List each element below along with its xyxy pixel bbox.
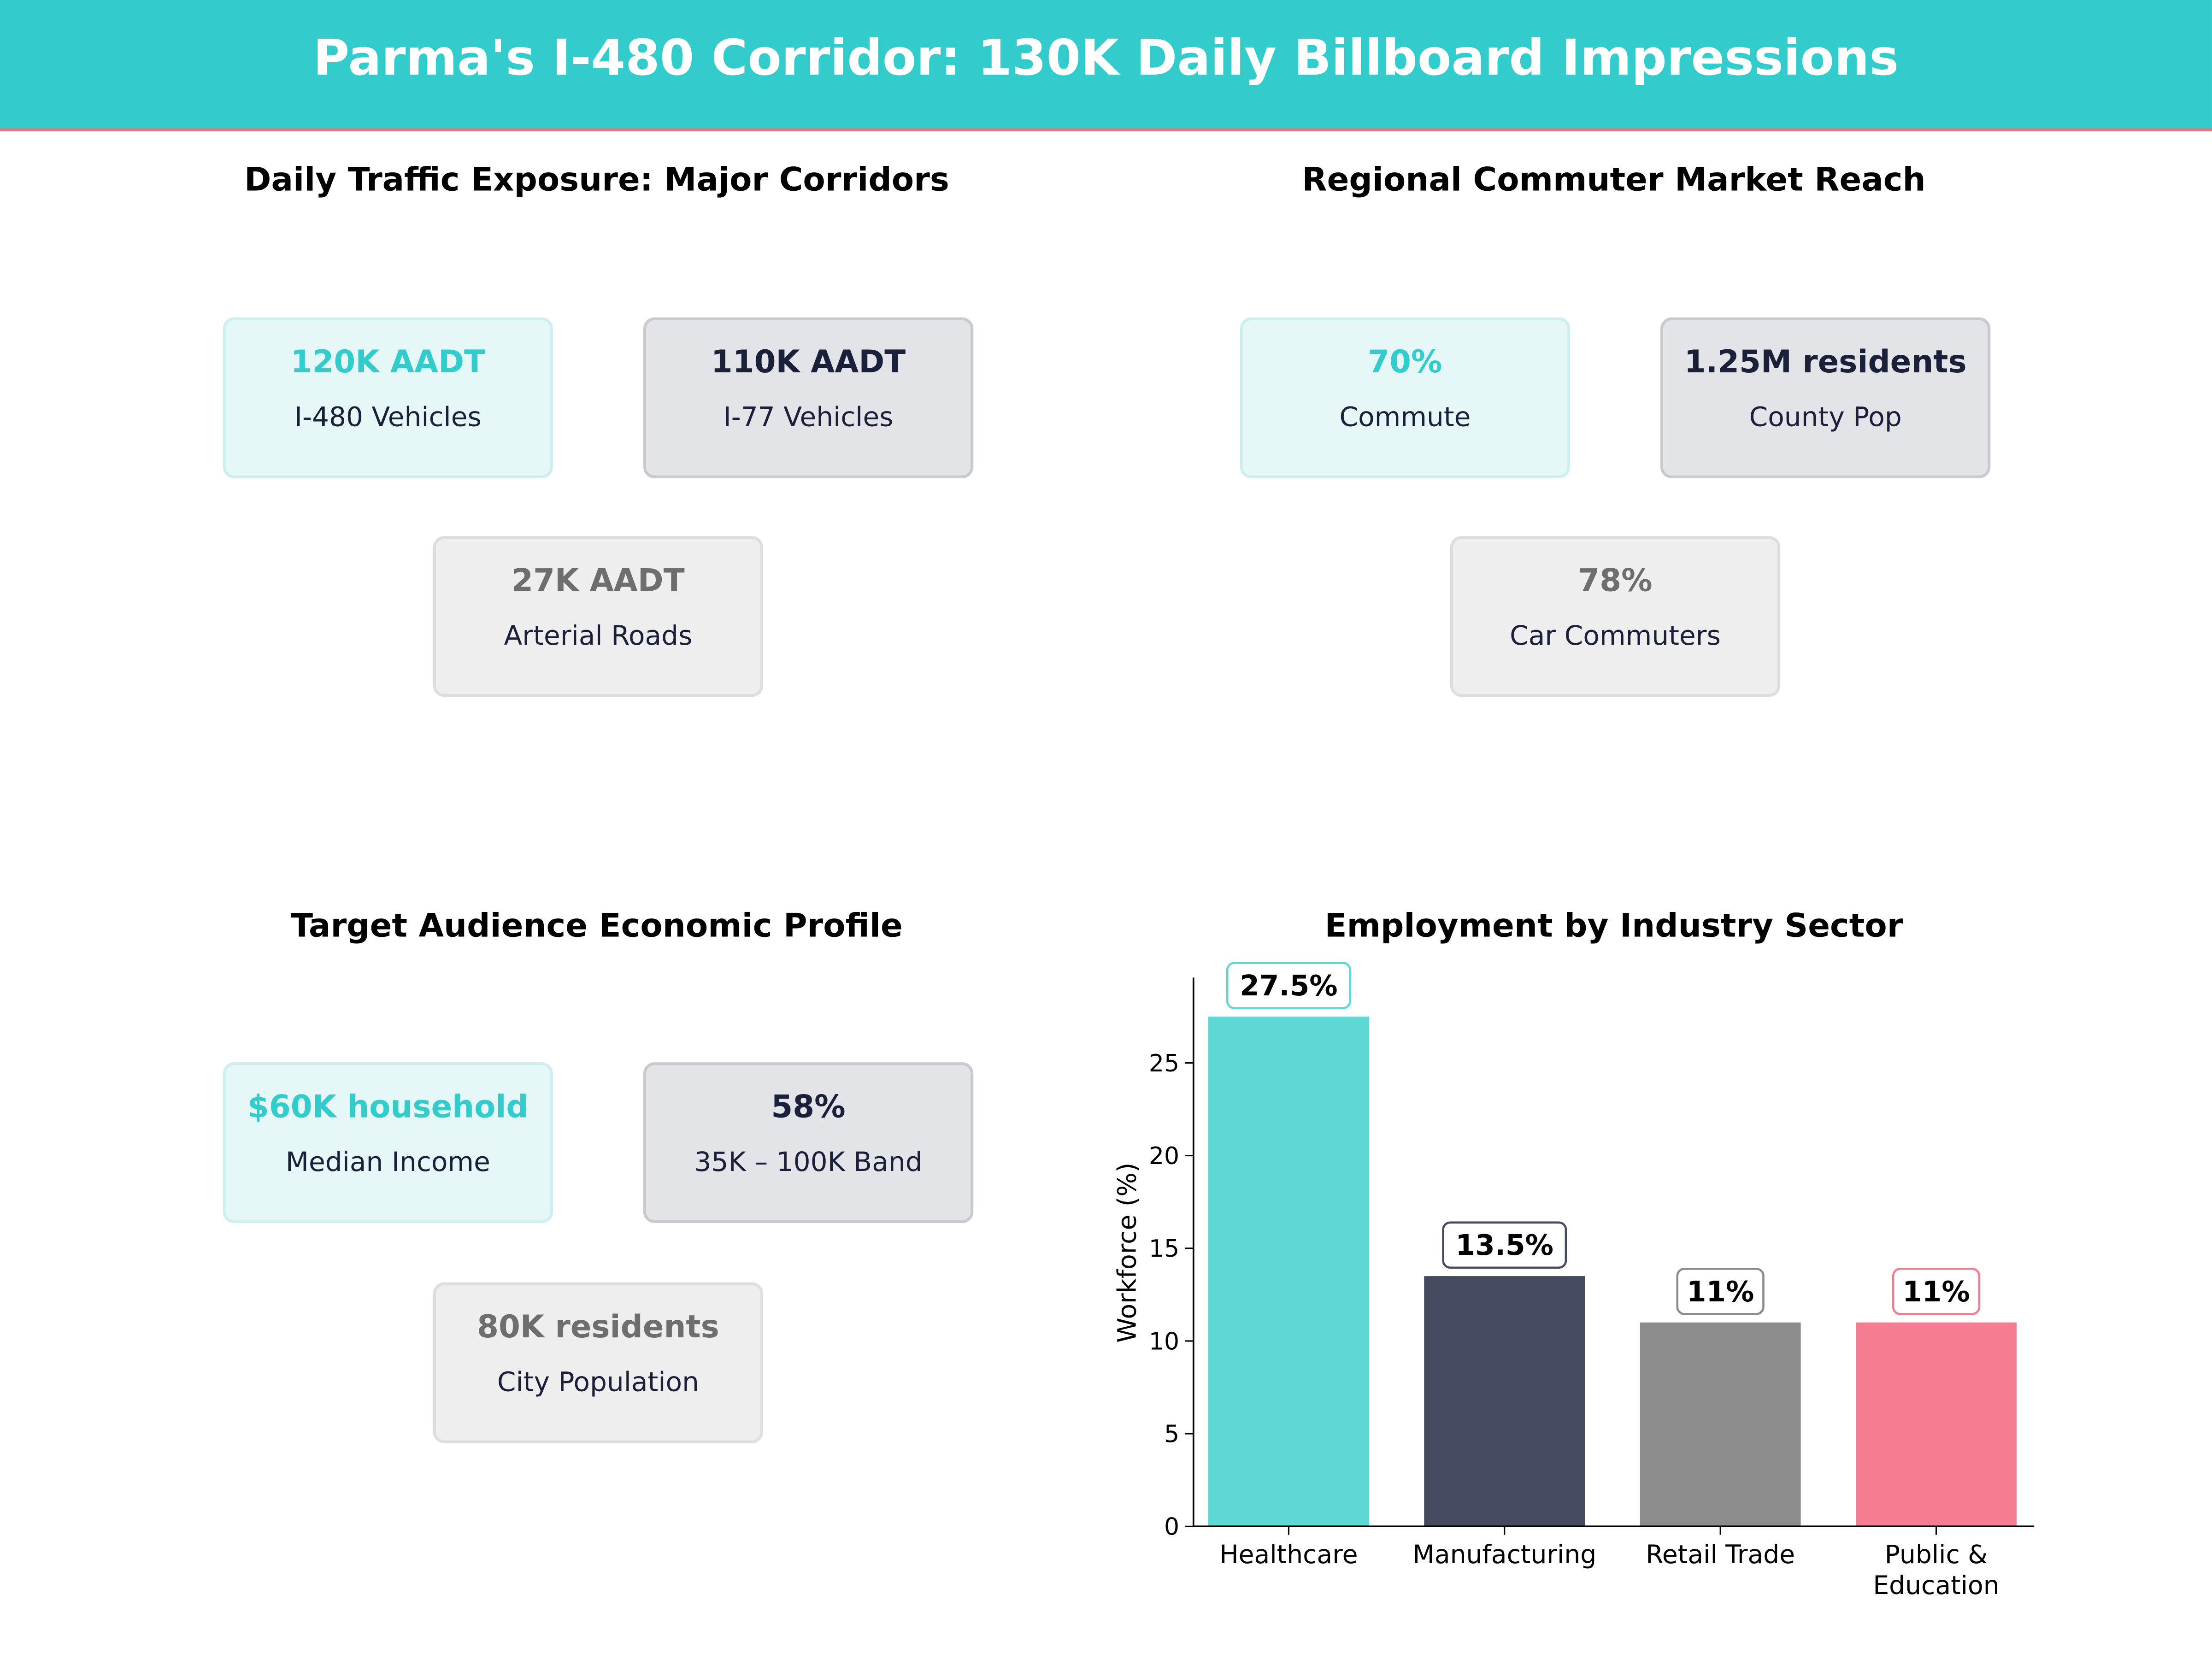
metric-value: 120K AADT	[290, 345, 485, 381]
header-banner: Parma's I-480 Corridor: 130K Daily Billb…	[0, 0, 2212, 131]
metric-value: 58%	[771, 1090, 846, 1126]
x-tick-label: Education	[1873, 1571, 1999, 1600]
metric-label: Car Commuters	[1510, 620, 1721, 652]
y-tick-label: 0	[1164, 1513, 1179, 1541]
x-tick-label: Healthcare	[1219, 1540, 1358, 1569]
metric-label: Arterial Roads	[504, 620, 693, 652]
metric-value: 27K AADT	[512, 564, 685, 600]
bar	[1208, 1016, 1369, 1527]
metric-card: $60K household Median Income	[223, 1062, 553, 1224]
y-tick-label: 5	[1164, 1420, 1179, 1448]
panel-title: Daily Traffic Exposure: Major Corridors	[244, 162, 949, 199]
metric-label: I-480 Vehicles	[294, 402, 482, 433]
metric-label: I-77 Vehicles	[723, 402, 894, 433]
panel-title: Target Audience Economic Profile	[290, 908, 903, 946]
metric-card: 58% 35K – 100K Band	[643, 1062, 974, 1224]
metric-value: 110K AADT	[711, 345, 906, 381]
y-axis-label: Workforce (%)	[1112, 1163, 1141, 1343]
y-tick-label: 10	[1149, 1328, 1179, 1355]
metric-label: County Pop	[1749, 402, 1902, 433]
metric-card: 80K residents City Population	[433, 1282, 764, 1443]
y-tick-label: 20	[1149, 1142, 1179, 1170]
metric-value: 1.25M residents	[1684, 345, 1967, 381]
metric-value: 70%	[1368, 345, 1442, 381]
data-label-box	[1226, 962, 1351, 1009]
x-tick-label: Public &	[1885, 1540, 1988, 1569]
bar	[1640, 1322, 1801, 1527]
metric-label: City Population	[497, 1367, 699, 1398]
y-tick-label: 15	[1149, 1235, 1179, 1263]
metric-card: 27K AADT Arterial Roads	[433, 536, 764, 697]
metric-label: Commute	[1339, 402, 1471, 433]
bar	[1424, 1276, 1585, 1527]
metric-card: 1.25M residents County Pop	[1660, 317, 1991, 478]
metric-card: 78% Car Commuters	[1450, 536, 1781, 697]
metric-value: 80K residents	[477, 1310, 719, 1346]
metric-value: 78%	[1578, 564, 1653, 600]
x-tick-label: Manufacturing	[1412, 1540, 1596, 1569]
data-label-box	[1676, 1268, 1765, 1315]
metric-card: 70% Commute	[1240, 317, 1571, 478]
data-label: 13.5%	[1456, 1229, 1553, 1262]
panel-title: Regional Commuter Market Reach	[1302, 162, 1926, 199]
metric-value: $60K household	[247, 1090, 529, 1126]
bar	[1856, 1322, 2017, 1527]
metric-label: Median Income	[285, 1147, 490, 1178]
page-title: Parma's I-480 Corridor: 130K Daily Billb…	[313, 31, 1899, 88]
metric-label: 35K – 100K Band	[694, 1147, 923, 1178]
data-label: 11%	[1902, 1276, 1970, 1308]
y-tick-label: 25	[1149, 1050, 1179, 1077]
chart-title: Employment by Industry Sector	[1324, 908, 1903, 946]
data-label-box	[1892, 1268, 1981, 1315]
metric-card: 110K AADT I-77 Vehicles	[643, 317, 974, 478]
x-tick-label: Retail Trade	[1646, 1540, 1795, 1569]
data-label: 27.5%	[1240, 970, 1337, 1002]
metric-card: 120K AADT I-480 Vehicles	[223, 317, 553, 478]
data-label: 11%	[1687, 1276, 1754, 1308]
data-label-box	[1442, 1221, 1567, 1269]
